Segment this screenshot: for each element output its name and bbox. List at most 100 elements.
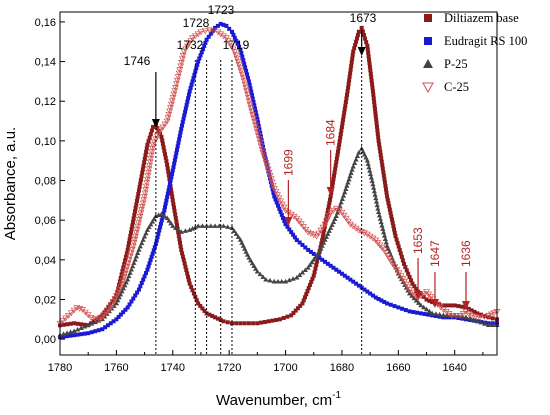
data-point bbox=[376, 138, 381, 143]
data-point bbox=[412, 284, 417, 289]
data-point bbox=[210, 28, 218, 35]
data-point bbox=[253, 129, 261, 136]
data-point bbox=[409, 293, 415, 298]
data-point bbox=[270, 318, 275, 323]
data-point bbox=[256, 140, 264, 146]
data-point bbox=[313, 233, 320, 240]
data-point bbox=[418, 302, 424, 308]
data-point bbox=[260, 141, 265, 146]
data-point bbox=[361, 32, 366, 37]
data-point bbox=[354, 39, 359, 44]
data-point bbox=[120, 268, 125, 273]
data-point bbox=[271, 190, 276, 195]
data-point bbox=[85, 322, 91, 328]
data-point bbox=[133, 205, 138, 210]
data-point bbox=[186, 96, 191, 101]
data-point bbox=[328, 194, 333, 199]
annotation-1699: 1699 bbox=[281, 149, 295, 226]
data-point bbox=[317, 255, 322, 260]
data-point bbox=[191, 291, 196, 296]
annotation-1732: 1732 bbox=[177, 38, 204, 355]
data-point bbox=[399, 254, 404, 259]
data-point bbox=[72, 321, 77, 326]
data-point bbox=[363, 36, 368, 41]
data-point bbox=[260, 153, 268, 160]
data-point bbox=[382, 236, 388, 242]
data-point bbox=[146, 224, 152, 230]
data-point bbox=[187, 38, 195, 45]
data-point bbox=[475, 311, 480, 316]
data-point bbox=[123, 254, 128, 259]
data-point bbox=[192, 224, 198, 230]
data-point bbox=[91, 315, 99, 322]
data-point bbox=[369, 78, 374, 83]
data-point bbox=[246, 255, 252, 260]
legend-item: Eudragit RS 100 bbox=[424, 34, 527, 48]
data-point bbox=[325, 231, 331, 236]
data-point bbox=[328, 225, 334, 230]
data-point bbox=[208, 31, 213, 36]
data-point bbox=[300, 224, 308, 231]
data-point bbox=[146, 139, 151, 144]
data-point bbox=[134, 198, 139, 203]
data-point bbox=[189, 35, 196, 42]
data-point bbox=[247, 105, 255, 112]
data-point bbox=[155, 235, 160, 240]
legend-marker bbox=[422, 82, 434, 94]
data-point bbox=[351, 279, 356, 284]
data-point bbox=[179, 247, 184, 252]
data-point bbox=[118, 312, 123, 317]
data-point bbox=[479, 312, 484, 317]
data-point bbox=[115, 290, 120, 295]
data-point bbox=[378, 149, 383, 154]
data-point bbox=[257, 271, 263, 277]
data-point bbox=[440, 307, 447, 313]
data-point bbox=[217, 31, 225, 38]
data-point bbox=[389, 217, 394, 222]
data-point bbox=[176, 140, 181, 145]
data-point bbox=[185, 40, 193, 47]
data-point bbox=[185, 99, 190, 104]
data-point bbox=[268, 179, 276, 186]
legend-marker bbox=[424, 14, 432, 22]
data-point bbox=[389, 214, 394, 219]
data-point bbox=[151, 124, 156, 129]
data-point bbox=[352, 46, 357, 51]
data-point bbox=[253, 110, 258, 115]
data-point bbox=[392, 230, 397, 235]
data-point bbox=[374, 202, 380, 208]
data-point bbox=[403, 265, 408, 270]
data-point bbox=[322, 237, 328, 242]
annotation-arrow-head bbox=[284, 217, 293, 226]
data-point bbox=[234, 321, 239, 326]
data-point bbox=[225, 224, 231, 229]
data-point bbox=[299, 269, 306, 275]
data-point bbox=[282, 207, 289, 214]
data-point bbox=[371, 185, 377, 190]
data-point bbox=[147, 261, 152, 266]
data-point bbox=[276, 203, 281, 208]
data-point bbox=[283, 222, 288, 227]
axis-layer: 1780 1760 1740 1720 1700 1680 1660 1640 0,00 0,02… bbox=[35, 17, 484, 374]
legend-marker bbox=[423, 59, 433, 68]
data-point bbox=[229, 29, 234, 34]
data-point bbox=[227, 26, 232, 31]
data-point bbox=[122, 261, 127, 266]
data-point bbox=[255, 117, 260, 122]
data-point bbox=[206, 34, 211, 39]
data-point bbox=[414, 286, 419, 291]
data-point bbox=[343, 186, 349, 192]
data-point bbox=[71, 328, 77, 334]
data-point bbox=[341, 117, 346, 122]
data-point bbox=[326, 228, 332, 233]
data-point bbox=[201, 28, 209, 35]
data-point bbox=[254, 268, 260, 274]
data-point bbox=[108, 321, 113, 326]
data-point bbox=[180, 120, 185, 125]
data-point bbox=[287, 211, 295, 218]
annotation-1647: 1647 bbox=[428, 240, 442, 308]
data-point bbox=[171, 201, 176, 206]
data-point bbox=[377, 142, 382, 147]
data-point bbox=[244, 91, 251, 98]
data-point bbox=[161, 211, 166, 216]
